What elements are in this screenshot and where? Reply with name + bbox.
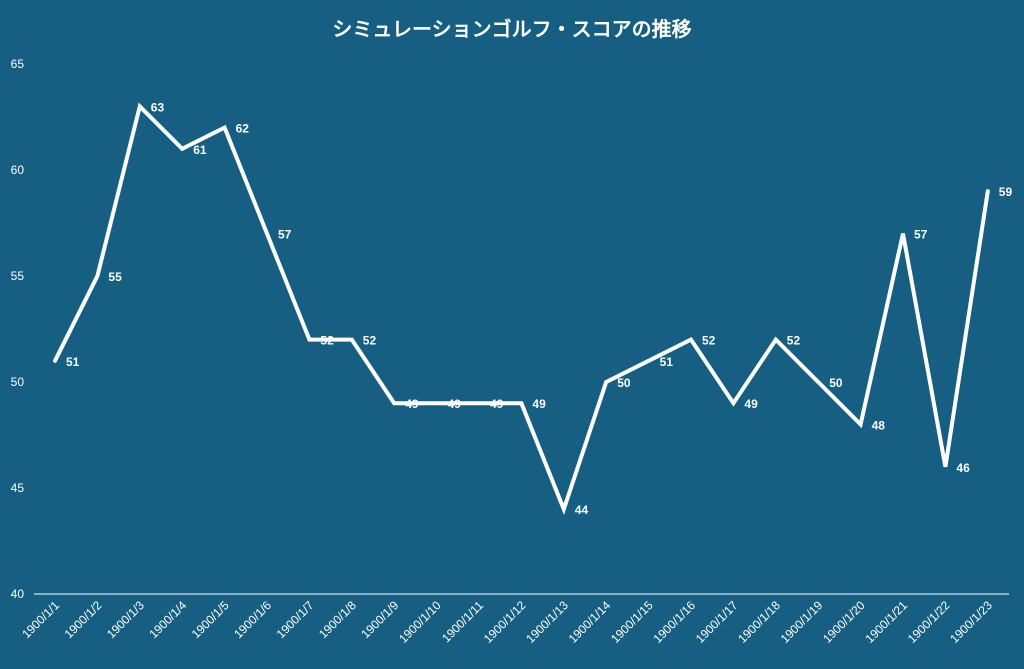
x-tick-label: 1900/1/23 [947,598,995,646]
x-tick-label: 1900/1/18 [735,598,783,646]
x-tick-label: 1900/1/9 [358,598,401,641]
x-tick-label: 1900/1/10 [396,598,444,646]
y-tick-label: 50 [11,375,25,389]
x-tick-label: 1900/1/5 [189,598,232,641]
data-label: 52 [320,334,334,348]
x-tick-label: 1900/1/15 [608,598,656,646]
x-tick-label: 1900/1/20 [820,598,868,646]
x-tick-label: 1900/1/8 [316,598,359,641]
x-tick-label: 1900/1/4 [146,598,189,641]
x-tick-label: 1900/1/6 [231,598,274,641]
data-label: 49 [405,397,419,411]
data-label: 49 [744,397,758,411]
x-tick-label: 1900/1/12 [481,598,529,646]
x-tick-label: 1900/1/19 [778,598,826,646]
x-tick-label: 1900/1/7 [274,598,317,641]
series-line [53,102,990,516]
x-tick-label: 1900/1/17 [693,598,741,646]
data-label: 48 [872,418,886,432]
x-tick-label: 1900/1/2 [62,598,105,641]
data-labels: 51 55 63 61 62 57 52 52 49 49 49 49 44 50 51 52 49 52 50 48… [66,100,1012,517]
y-tick-label: 65 [11,57,25,71]
data-label: 44 [575,503,589,517]
data-label: 61 [193,143,207,157]
data-label: 62 [236,122,250,136]
data-label: 50 [617,376,631,390]
data-label: 46 [956,461,970,475]
x-tick-label: 1900/1/11 [439,598,486,645]
data-label: 51 [66,355,80,369]
x-tick-label: 1900/1/13 [523,598,571,646]
data-label: 49 [448,397,462,411]
data-label: 50 [829,376,843,390]
data-label: 52 [363,334,377,348]
y-tick-label: 45 [11,481,25,495]
data-label: 59 [999,185,1013,199]
x-axis: 1900/1/1 1900/1/2 1900/1/3 1900/1/4 1900/1/5… [19,598,995,646]
y-axis: 40 45 50 55 60 65 [11,57,25,601]
data-label: 52 [787,334,801,348]
x-tick-label: 1900/1/14 [566,598,614,646]
data-label: 57 [278,228,292,242]
chart-title: シミュレーションゴルフ・スコアの推移 [332,17,691,41]
series-group [53,102,990,516]
data-label: 55 [108,270,122,284]
data-label: 63 [151,100,165,114]
x-tick-label: 1900/1/21 [862,598,910,646]
data-label: 57 [914,228,928,242]
data-label: 49 [532,397,546,411]
drop-lines [54,106,989,594]
data-label: 51 [660,355,674,369]
x-tick-label: 1900/1/16 [650,598,698,646]
y-tick-label: 60 [11,163,25,177]
x-tick-label: 1900/1/3 [104,598,147,641]
y-tick-label: 55 [11,269,25,283]
x-tick-label: 1900/1/22 [905,598,953,646]
x-tick-label: 1900/1/1 [19,598,62,641]
data-label: 49 [490,397,504,411]
y-tick-label: 40 [11,587,25,601]
data-label: 52 [702,334,716,348]
